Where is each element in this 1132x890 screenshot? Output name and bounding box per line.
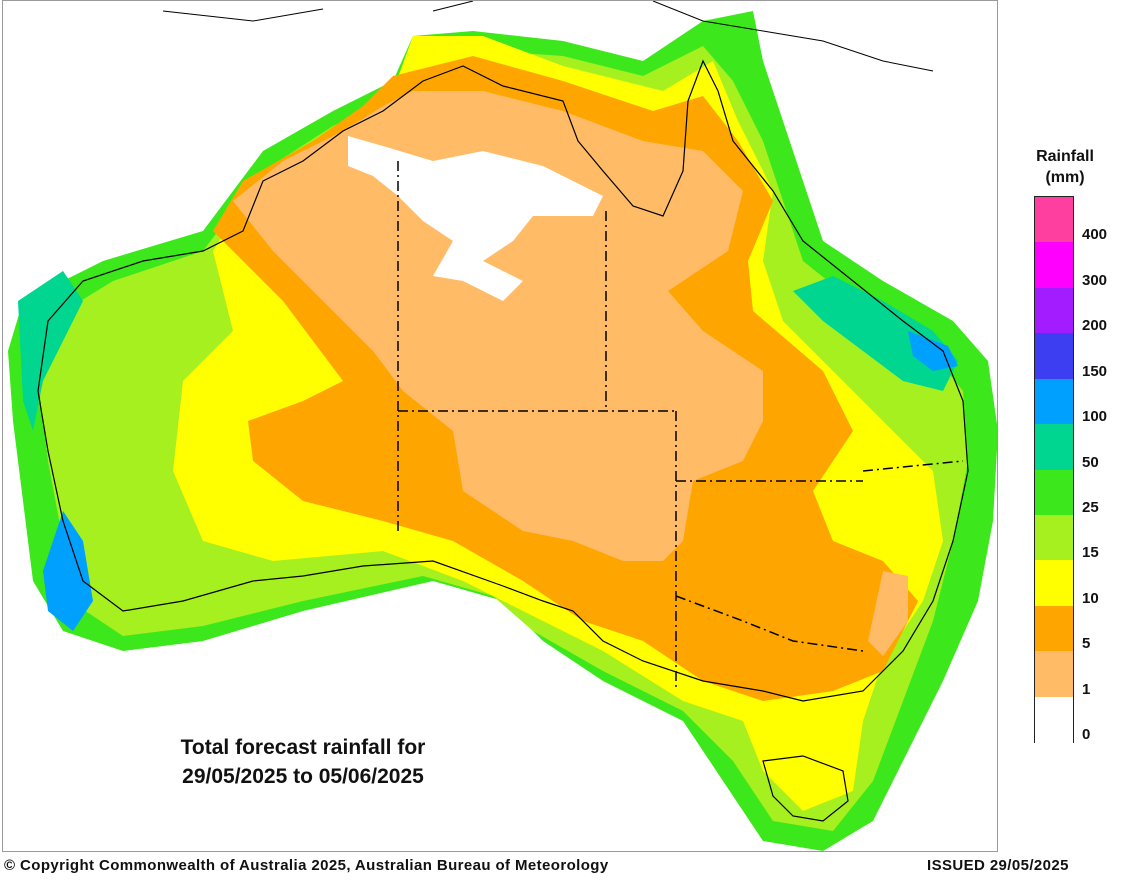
rainfall-zone-50-east — [793, 276, 958, 391]
map-title-line2: 29/05/2025 to 05/06/2025 — [182, 765, 424, 788]
legend-label-150: 150 — [1082, 362, 1108, 380]
tasmania-coast — [762, 755, 849, 822]
legend-label-300: 300 — [1082, 271, 1108, 289]
northern-outline — [162, 1, 934, 72]
legend-label-25: 25 — [1082, 498, 1099, 516]
rainfall-zone-1-se — [868, 571, 908, 656]
rainfall-zone-50-west — [18, 271, 83, 431]
rainfall-map: Total forecast rainfall for 29/05/2025 t… — [2, 0, 998, 852]
legend-label-400: 400 — [1082, 226, 1108, 244]
legend-label-1: 1 — [1082, 680, 1091, 698]
legend-swatch-100 — [1035, 378, 1073, 425]
legend-label-0: 0 — [1082, 726, 1091, 743]
legend-label-100: 100 — [1082, 408, 1108, 426]
rainfall-zone-0 — [348, 136, 603, 301]
legend-title-line2: (mm) — [1045, 169, 1085, 186]
legend-color-bar — [1034, 196, 1074, 743]
map-title-line1: Total forecast rainfall for — [180, 736, 426, 759]
rainfall-zone-100-west — [43, 511, 93, 631]
rainfall-zone-1 — [233, 91, 763, 561]
legend-swatch-25 — [1035, 469, 1073, 516]
legend-swatch-150 — [1035, 333, 1073, 380]
legend-swatch-10 — [1035, 560, 1073, 607]
legend-title-line1: Rainfall — [1036, 148, 1094, 165]
legend-label-200: 200 — [1082, 317, 1108, 335]
legend-swatch-15 — [1035, 514, 1073, 561]
state-borders — [397, 161, 964, 691]
legend-label-15: 15 — [1082, 544, 1099, 562]
legend-title: Rainfall (mm) — [1020, 146, 1110, 188]
legend-swatch-300 — [1035, 242, 1073, 289]
legend-label-10: 10 — [1082, 589, 1099, 607]
map-canvas — [8, 1, 997, 851]
issued-date: ISSUED 29/05/2025 — [927, 857, 1069, 874]
legend-swatch-1 — [1035, 651, 1073, 698]
coastline — [37, 59, 969, 702]
legend-swatch-50 — [1035, 424, 1073, 471]
rainfall-legend: Rainfall (mm) 400 300 200 150 100 50 25 15 10 5 1 0 — [1020, 140, 1128, 760]
rainfall-zone-100-east — [908, 331, 958, 371]
legend-swatch-400 — [1035, 197, 1073, 243]
legend-swatch-0 — [1035, 696, 1073, 743]
copyright-notice: © Copyright Commonwealth of Australia 20… — [4, 857, 609, 874]
legend-label-50: 50 — [1082, 453, 1099, 471]
legend-label-5: 5 — [1082, 635, 1091, 653]
legend-swatch-5 — [1035, 605, 1073, 652]
legend-swatch-200 — [1035, 287, 1073, 334]
